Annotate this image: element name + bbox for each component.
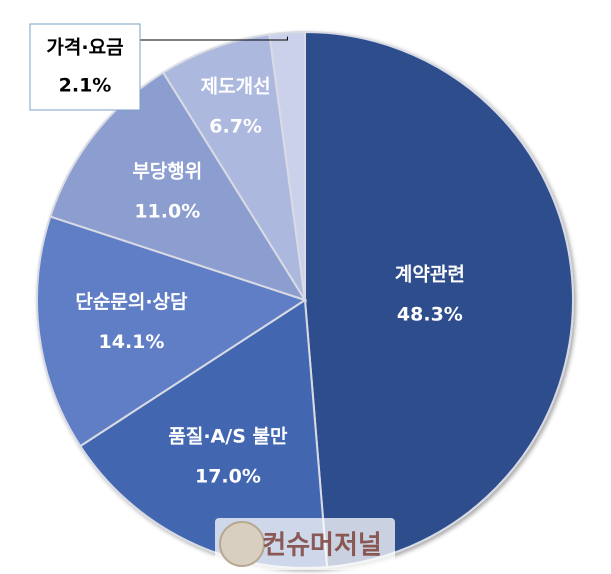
slice-value: 6.7% [209, 116, 262, 138]
slice-value: 11.0% [134, 201, 200, 223]
slice-label: 계약관련 [395, 263, 465, 285]
pie-slice [304, 30, 574, 569]
pie-slice [161, 33, 306, 301]
slice-value: 17.0% [195, 466, 261, 488]
pie-slice [36, 215, 308, 448]
pie [36, 30, 574, 569]
slice-value: 2.1% [59, 75, 112, 97]
watermark-logo [219, 521, 265, 567]
slice-label: 제도개선 [201, 76, 271, 98]
callout-box [29, 23, 141, 111]
slice-label: 부당행위 [132, 161, 202, 183]
slice-value: 48.3% [397, 303, 463, 325]
slice-label: 품질·A/S 불만 [168, 426, 288, 448]
slice-value: 14.1% [99, 331, 165, 353]
slice-label: 단순문의·상담 [75, 291, 188, 313]
pie-slice [49, 71, 308, 302]
leader-line [140, 36, 288, 41]
slice-label: 가격·요금 [46, 37, 123, 59]
pie-slice [268, 30, 306, 301]
watermark: 컨슈머저널 [262, 531, 382, 561]
labels: 계약관련 48.3% 품질·A/S 불만 17.0% 단순문의·상담 14.1% 부당행위 1… [29, 23, 465, 570]
